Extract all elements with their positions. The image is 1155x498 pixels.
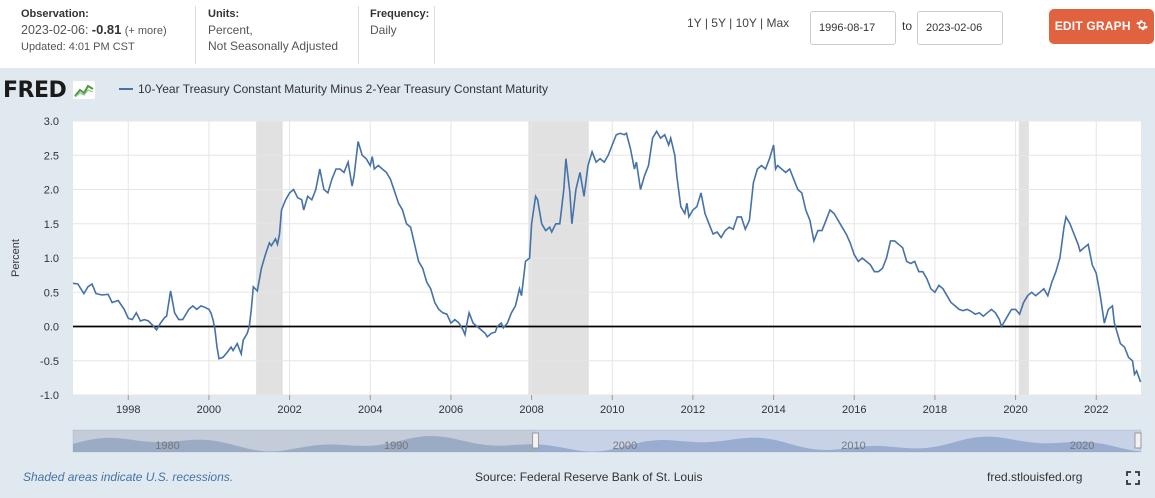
navigator-label: 2010 <box>841 440 865 452</box>
navigator-label: 2000 <box>613 440 637 452</box>
x-tick-label: 2002 <box>277 404 301 416</box>
y-tick-label: 3.0 <box>44 116 59 128</box>
x-tick-label: 2014 <box>761 404 785 416</box>
x-tick-label: 2004 <box>358 404 382 416</box>
y-axis-label: Percent <box>10 239 22 277</box>
y-tick-label: -0.5 <box>40 356 59 368</box>
divider <box>434 6 435 64</box>
source-text: Source: Federal Reserve Bank of St. Loui… <box>475 470 703 484</box>
line-chart[interactable]: 3.0 2.5 2.0 1.5 1.0 0.5 0.0 -0.5 -1.0 1998 2000 200… <box>0 68 1155 468</box>
range-selector: 1Y | 5Y | 10Y | Max <box>687 16 789 30</box>
frequency-value: Daily <box>370 23 397 37</box>
navigator-label: 1990 <box>384 440 408 452</box>
x-tick-label: 2022 <box>1084 404 1108 416</box>
range-5y[interactable]: 5Y <box>711 16 726 30</box>
range-1y[interactable]: 1Y <box>687 16 702 30</box>
observation-value: -0.81 <box>91 22 122 37</box>
navigator-handle[interactable] <box>1134 432 1142 449</box>
range-max[interactable]: Max <box>766 16 790 30</box>
y-tick-label: -1.0 <box>40 390 59 402</box>
start-date-input[interactable]: 1996-08-17 <box>810 11 896 45</box>
observation-label: Observation: <box>21 8 89 20</box>
observation-block: Observation: 2023-02-06: -0.81 (+ more) … <box>21 6 167 55</box>
range-10y[interactable]: 10Y <box>735 16 757 30</box>
fred-logo[interactable]: FRED <box>3 78 96 103</box>
navigator-selection[interactable] <box>535 430 1141 452</box>
divider <box>358 6 359 64</box>
frequency-block: Frequency: Daily <box>370 6 429 38</box>
range-sep: | <box>760 16 764 30</box>
recession-note: Shaded areas indicate U.S. recessions. <box>23 470 234 484</box>
legend-label: 10-Year Treasury Constant Maturity Minus… <box>138 82 548 96</box>
x-tick-label: 2008 <box>519 404 543 416</box>
y-tick-label: 0.0 <box>44 322 59 334</box>
edit-graph-label: EDIT GRAPH <box>1054 19 1131 33</box>
x-tick-label: 2010 <box>600 404 624 416</box>
divider <box>195 6 196 64</box>
expand-icon[interactable] <box>1126 471 1140 485</box>
units-block: Units: Percent, Not Seasonally Adjusted <box>208 6 338 54</box>
y-tick-label: 2.5 <box>44 150 59 162</box>
header-bar: Observation: 2023-02-06: -0.81 (+ more) … <box>0 0 1155 68</box>
navigator-mask <box>73 430 536 452</box>
range-sep: | <box>704 16 708 30</box>
observation-more-link[interactable]: (+ more) <box>124 25 167 37</box>
x-tick-label: 2018 <box>923 404 947 416</box>
updated-text: Updated: 4:01 PM CST <box>21 41 135 53</box>
navigator-label: 2020 <box>1070 440 1094 452</box>
y-tick-label: 2.0 <box>44 185 59 197</box>
fred-logo-text: FRED <box>3 78 67 103</box>
legend: 10-Year Treasury Constant Maturity Minus… <box>119 82 548 96</box>
navigator-label: 1980 <box>155 440 179 452</box>
x-tick-label: 2016 <box>842 404 866 416</box>
legend-swatch <box>119 88 133 90</box>
x-tick-label: 2012 <box>681 404 705 416</box>
site-link[interactable]: fred.stlouisfed.org <box>987 470 1083 484</box>
trend-icon <box>73 81 96 99</box>
y-tick-label: 1.5 <box>44 219 59 231</box>
y-tick-label: 1.0 <box>44 253 59 265</box>
units-line1: Percent, <box>208 23 253 37</box>
gear-icon <box>1136 20 1149 31</box>
x-tick-label: 1998 <box>116 404 140 416</box>
navigator-area <box>73 436 1141 452</box>
observation-date: 2023-02-06: <box>21 23 89 37</box>
to-label: to <box>902 19 913 33</box>
units-label: Units: <box>208 8 240 20</box>
range-sep: | <box>729 16 733 30</box>
x-tick-label: 2000 <box>197 404 221 416</box>
x-tick-label: 2006 <box>439 404 463 416</box>
navigator-handle[interactable] <box>532 432 540 449</box>
graph-area: FRED 10-Year Treasury Constant Maturity … <box>0 68 1155 498</box>
end-date-input[interactable]: 2023-02-06 <box>917 11 1003 45</box>
x-tick-label: 2020 <box>1003 404 1027 416</box>
edit-graph-button[interactable]: EDIT GRAPH <box>1049 9 1154 44</box>
frequency-label: Frequency: <box>370 8 430 20</box>
units-line2: Not Seasonally Adjusted <box>208 39 339 53</box>
y-tick-label: 0.5 <box>44 287 59 299</box>
